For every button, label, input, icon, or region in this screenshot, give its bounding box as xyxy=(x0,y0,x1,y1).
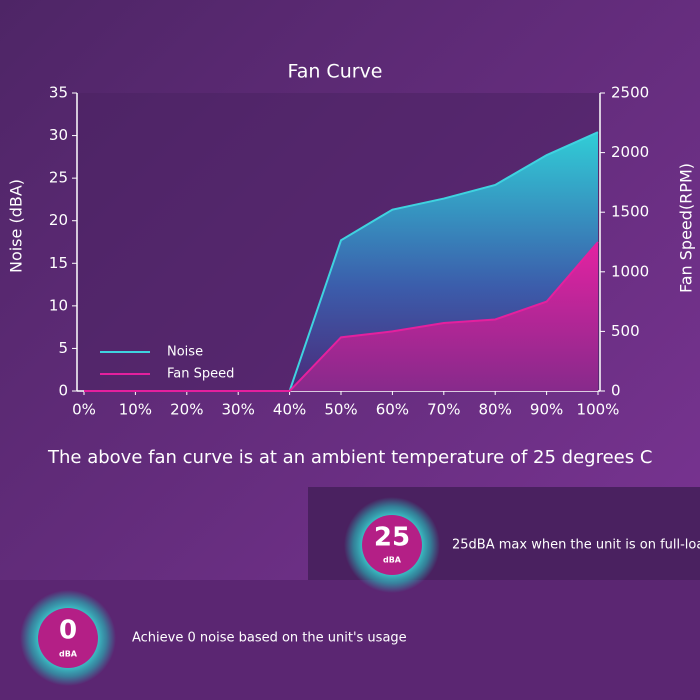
y-tick-label: 35 xyxy=(49,84,68,102)
y2-tick-label: 1000 xyxy=(611,262,649,280)
badge-unit: dBA xyxy=(59,650,78,659)
x-tick-label: 50% xyxy=(324,401,357,419)
y2-tick-label: 2500 xyxy=(611,84,649,102)
y2-axis-label: Fan Speed(RPM) xyxy=(677,163,696,293)
area xyxy=(84,242,598,391)
x-tick-label: 0% xyxy=(72,401,96,419)
badge-unit: dBA xyxy=(383,556,402,565)
x-tick-label: 100% xyxy=(577,401,620,419)
x-tick-label: 20% xyxy=(170,401,203,419)
panel xyxy=(0,580,700,700)
badge-value: 0 xyxy=(59,616,77,646)
badge-core xyxy=(362,515,422,575)
badge: 25 dBA 25dBA max when the unit is on ful… xyxy=(344,497,700,593)
badge-value: 25 xyxy=(374,523,410,553)
x-tick-label: 60% xyxy=(376,401,409,419)
y-tick-label: 25 xyxy=(49,169,68,187)
y2-tick-label: 500 xyxy=(611,322,640,340)
y-tick-label: 15 xyxy=(49,254,68,272)
badge-text: Achieve 0 noise based on the unit's usag… xyxy=(132,631,407,646)
chart-title: Fan Curve xyxy=(288,61,383,83)
y-tick-label: 5 xyxy=(58,339,68,357)
x-tick-label: 80% xyxy=(479,401,512,419)
badge-text: 25dBA max when the unit is on full-load xyxy=(452,538,700,553)
y2-tick-label: 0 xyxy=(611,382,621,400)
y2-tick-label: 2000 xyxy=(611,143,649,161)
legend-label: Noise xyxy=(167,345,203,360)
x-tick-label: 70% xyxy=(427,401,460,419)
x-tick-label: 90% xyxy=(530,401,563,419)
x-tick-label: 40% xyxy=(273,401,306,419)
badge: 0 dBA Achieve 0 noise based on the unit'… xyxy=(20,590,407,686)
x-tick-label: 10% xyxy=(119,401,152,419)
badge-core xyxy=(38,608,98,668)
y-tick-label: 10 xyxy=(49,296,68,314)
line xyxy=(84,241,599,392)
y-tick-label: 30 xyxy=(49,126,68,144)
y-tick-label: 20 xyxy=(49,211,68,229)
caption: The above fan curve is at an ambient tem… xyxy=(47,447,652,468)
y-axis-label: Noise (dBA) xyxy=(7,179,26,273)
y2-tick-label: 1500 xyxy=(611,203,649,221)
legend-label: Fan Speed xyxy=(167,367,234,382)
x-tick-label: 30% xyxy=(222,401,255,419)
y-tick-label: 0 xyxy=(58,382,68,400)
